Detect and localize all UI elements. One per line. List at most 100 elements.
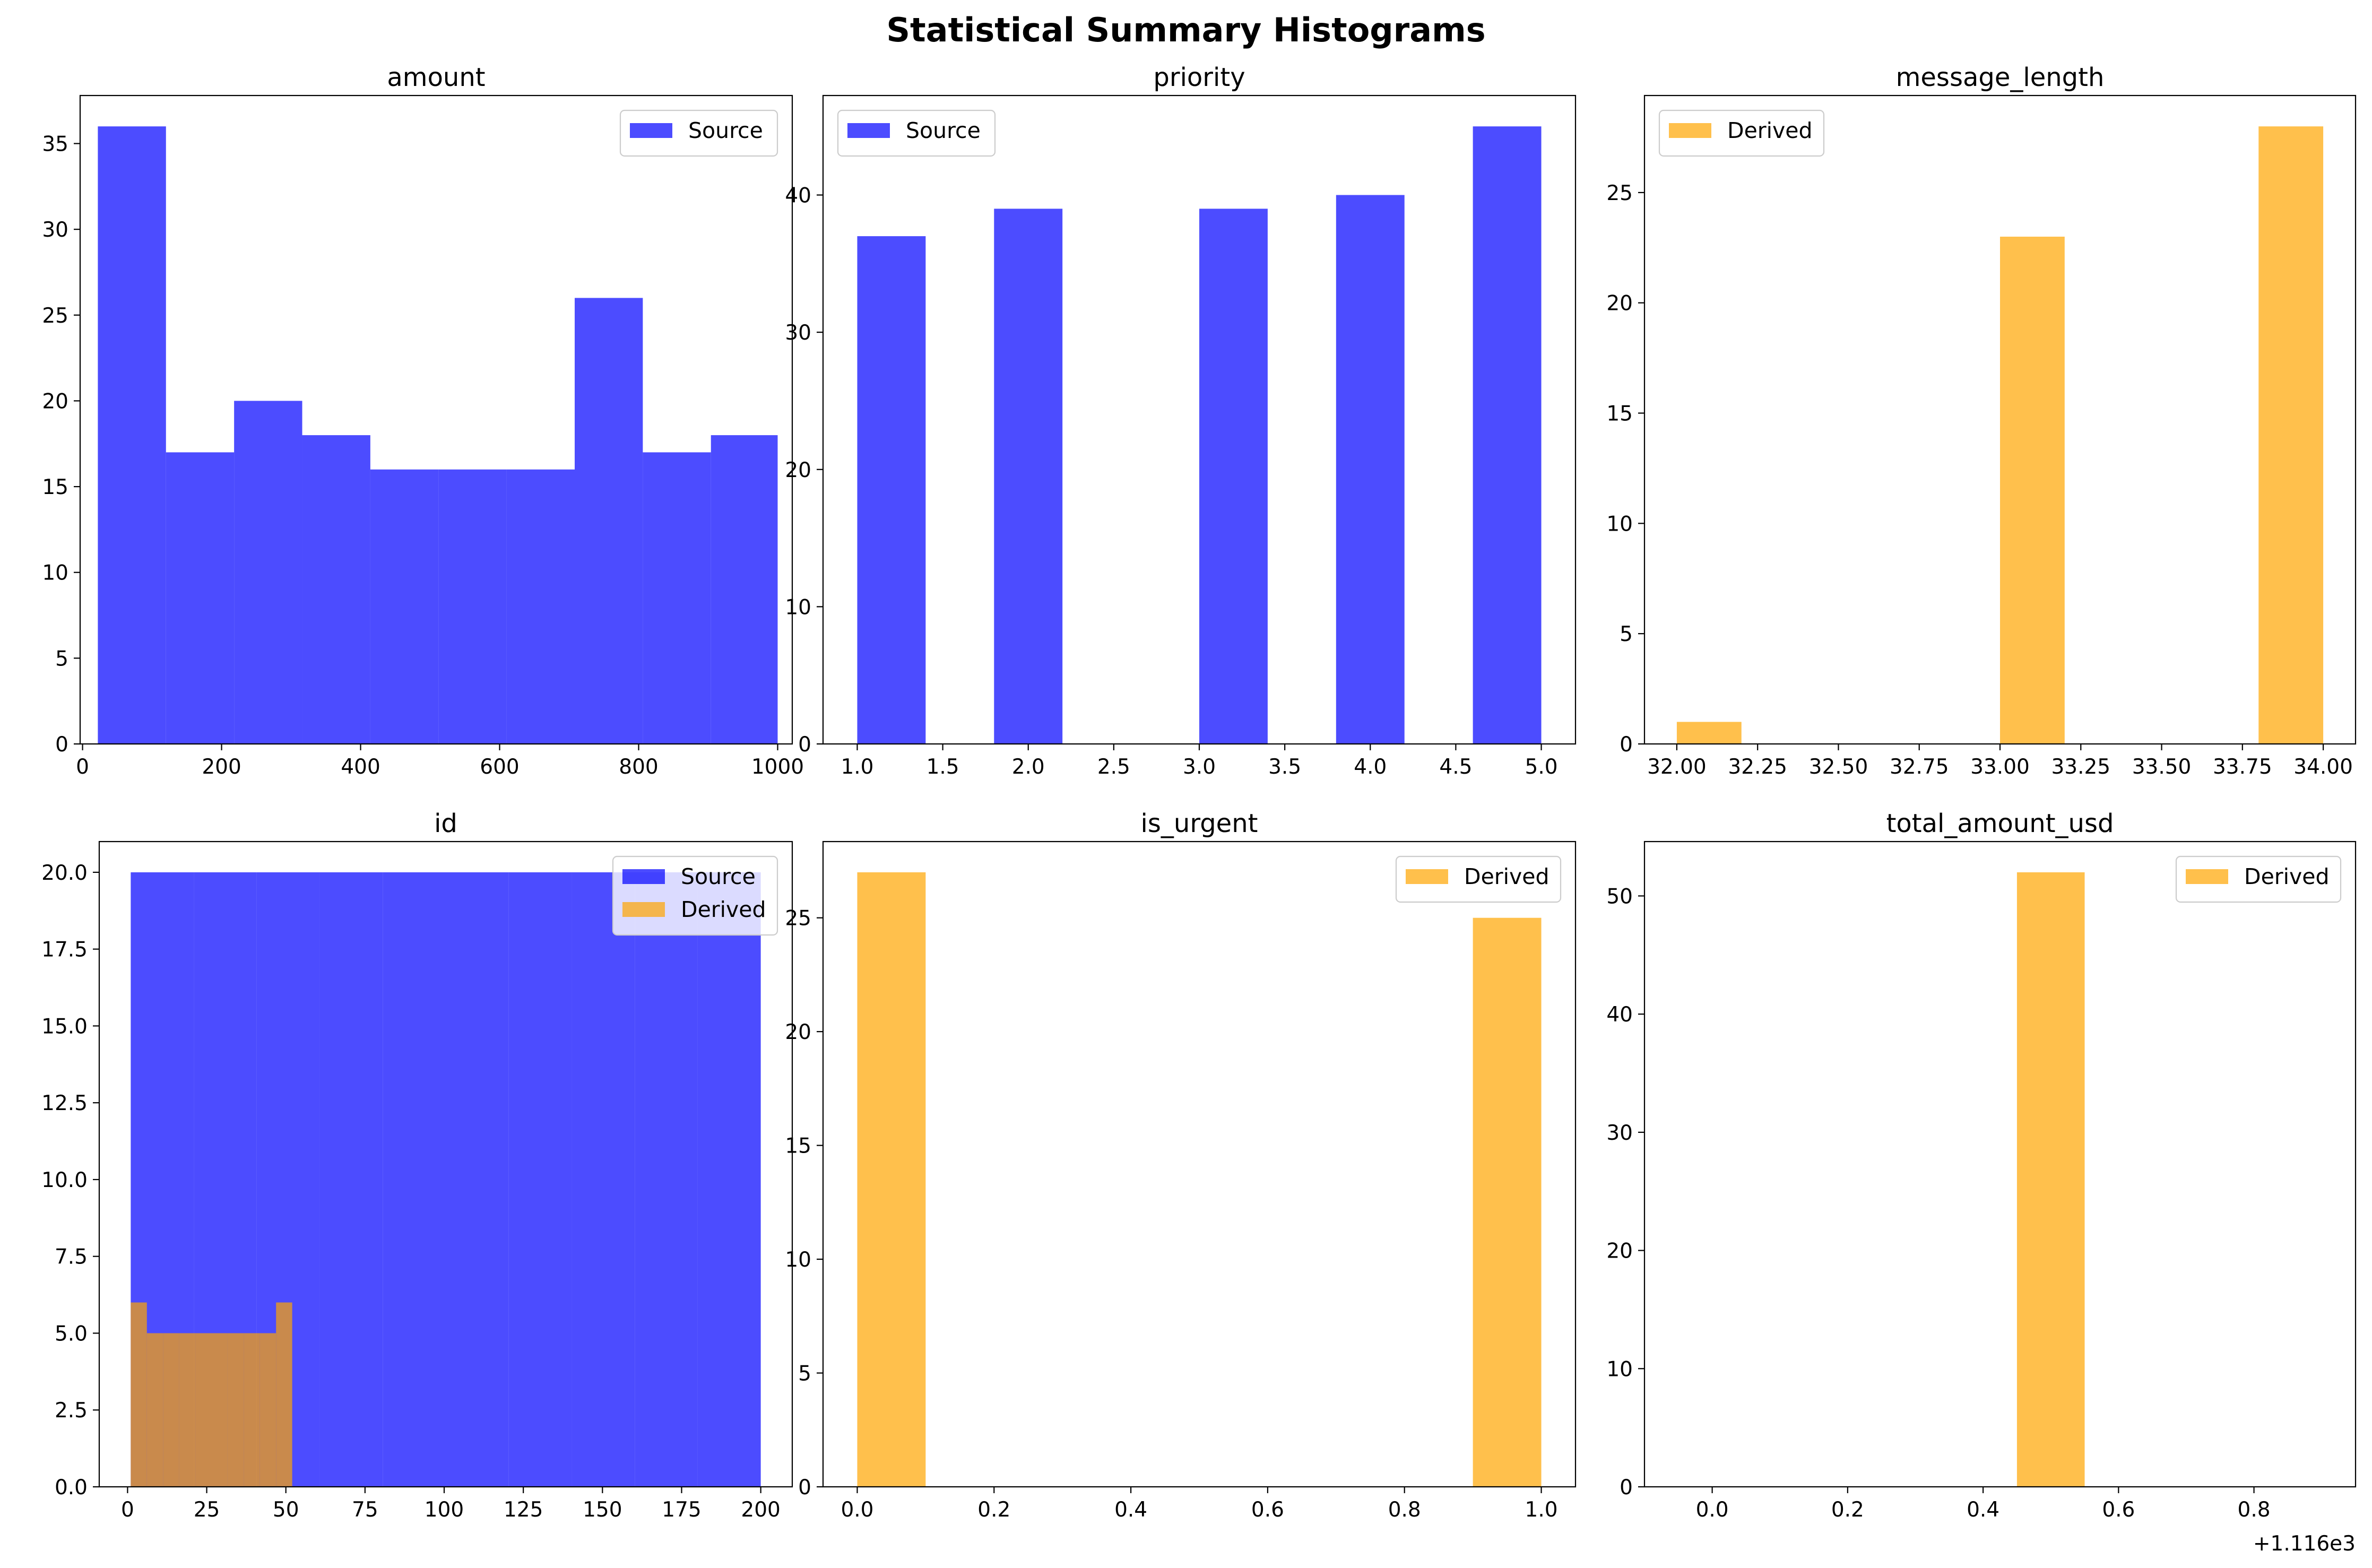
x-tick-label: 0.2	[1831, 1498, 1864, 1522]
x-tick-label: 200	[741, 1498, 780, 1522]
x-tick-label: 4.5	[1439, 755, 1472, 779]
x-tick-label: 32.75	[1890, 755, 1949, 779]
y-tick-label: 17.5	[41, 938, 88, 962]
y-tick-label: 10.0	[41, 1168, 88, 1192]
x-tick-label: 0.8	[2238, 1498, 2271, 1522]
legend-label: Source	[681, 864, 756, 889]
histogram-bar-derived	[211, 1333, 228, 1487]
x-axis: 0 25 50 75 100 125 150 175 200	[121, 1487, 781, 1522]
x-axis: 0.0 0.2 0.4 0.6 0.8 1.0	[841, 1487, 1558, 1522]
x-tick-label: 175	[662, 1498, 701, 1522]
histogram-bar-source	[635, 872, 698, 1487]
histogram-bar-source	[234, 401, 302, 744]
x-axis: 0.0 0.2 0.4 0.6 0.8	[1696, 1487, 2271, 1522]
legend-label: Source	[906, 118, 981, 143]
histogram-bar-derived	[244, 1333, 260, 1487]
histogram-bar-source	[697, 872, 761, 1487]
y-tick-label: 20	[785, 1020, 811, 1044]
legend-swatch-derived	[622, 902, 665, 917]
x-axis: 1.0 1.5 2.0 2.5 3.0 3.5 4.0 4.5 5.0	[841, 744, 1558, 779]
y-tick-label: 0	[798, 1476, 811, 1500]
legend: Derived	[1658, 109, 1825, 157]
y-axis: 0 5 10 15 20 25	[1606, 181, 1644, 757]
histogram-bar-source	[438, 469, 507, 744]
histogram-bar-source	[711, 435, 778, 744]
y-tick-label: 10	[1606, 1357, 1633, 1381]
legend-label: Derived	[1464, 864, 1549, 889]
x-tick-label: 33.75	[2213, 755, 2272, 779]
y-tick-label: 25	[42, 304, 68, 328]
histogram-bar-source	[572, 872, 635, 1487]
legend-label: Derived	[681, 897, 766, 922]
axes-title: id	[434, 809, 457, 838]
x-tick-label: 800	[619, 755, 658, 779]
histogram-bar-derived	[2016, 872, 2085, 1487]
histogram-bar-derived	[146, 1333, 163, 1487]
axes-title: amount	[387, 63, 485, 92]
y-tick-label: 20.0	[41, 861, 88, 885]
x-tick-label: 32.50	[1809, 755, 1868, 779]
legend-frame	[837, 109, 996, 157]
x-tick-label: 150	[583, 1498, 622, 1522]
y-tick-label: 40	[785, 184, 811, 208]
y-tick-label: 15	[42, 475, 68, 499]
histogram-bar-derived	[227, 1333, 244, 1487]
y-tick-label: 25	[785, 907, 811, 931]
x-tick-label: 1.5	[927, 755, 959, 779]
histogram-bar-derived	[1473, 917, 1542, 1487]
x-tick-label: 200	[202, 755, 241, 779]
x-tick-label: 33.50	[2132, 755, 2192, 779]
y-tick-label: 15.0	[41, 1015, 88, 1038]
x-tick-label: 5.0	[1525, 755, 1558, 779]
axes-frame	[79, 94, 793, 745]
x-tick-label: 0.2	[977, 1498, 1010, 1522]
histogram-bar-derived	[179, 1333, 196, 1487]
bars	[2016, 872, 2085, 1487]
y-tick-label: 15	[1606, 402, 1633, 426]
x-tick-label: 100	[425, 1498, 464, 1522]
axes-frame	[1643, 841, 2357, 1488]
histogram-bar-source	[302, 435, 370, 744]
histogram-bar-source	[857, 236, 926, 744]
y-tick-label: 10	[1606, 512, 1633, 536]
axes-title: total_amount_usd	[1886, 809, 2114, 838]
histogram-bar-source	[506, 469, 575, 744]
subplot-amount: amount 0 200 400 600 800 1000 0 5 10 15 20 25 30 35 Sou…	[42, 63, 804, 779]
y-tick-label: 0.0	[55, 1476, 88, 1500]
x-tick-label: 0.0	[1696, 1498, 1729, 1522]
histogram-bar-derived	[131, 1302, 147, 1487]
subplot-is-urgent: is_urgent 0.0 0.2 0.4 0.6 0.8 1.0 0 5 10 15 20 25 Der…	[785, 809, 1577, 1522]
y-tick-label: 2.5	[55, 1399, 88, 1423]
y-tick-label: 25	[1606, 181, 1633, 205]
histogram-bar-derived	[1676, 722, 1742, 744]
x-tick-label: 4.0	[1354, 755, 1387, 779]
histogram-bar-derived	[857, 872, 926, 1487]
histogram-bar-source	[319, 872, 383, 1487]
legend-frame	[1395, 855, 1562, 903]
y-tick-label: 20	[785, 458, 811, 482]
legend-swatch-source	[622, 869, 665, 884]
x-offset-label: +1.116e3	[2253, 1532, 2356, 1556]
histogram-bar-source	[574, 298, 643, 744]
legend-frame	[1658, 109, 1825, 157]
x-tick-label: 0.6	[1251, 1498, 1284, 1522]
x-tick-label: 0.4	[1114, 1498, 1147, 1522]
x-tick-label: 32.00	[1647, 755, 1707, 779]
legend-swatch-source	[630, 123, 672, 138]
legend-swatch-source	[847, 123, 890, 138]
figure-title: Statistical Summary Histograms	[886, 11, 1485, 49]
legend-label: Derived	[1727, 118, 1813, 143]
y-axis: 0.0 2.5 5.0 7.5 10.0 12.5 15.0 17.5 20.0	[41, 861, 99, 1500]
legend: Derived	[1395, 855, 1562, 903]
x-tick-label: 33.25	[2051, 755, 2110, 779]
y-tick-label: 20	[1606, 292, 1633, 316]
y-tick-label: 35	[42, 133, 68, 157]
x-tick-label: 75	[352, 1498, 378, 1522]
y-tick-label: 40	[1606, 1003, 1633, 1027]
x-tick-label: 1000	[751, 755, 804, 779]
bars	[98, 126, 778, 744]
y-tick-label: 5.0	[55, 1322, 88, 1346]
y-tick-label: 0	[798, 733, 811, 757]
